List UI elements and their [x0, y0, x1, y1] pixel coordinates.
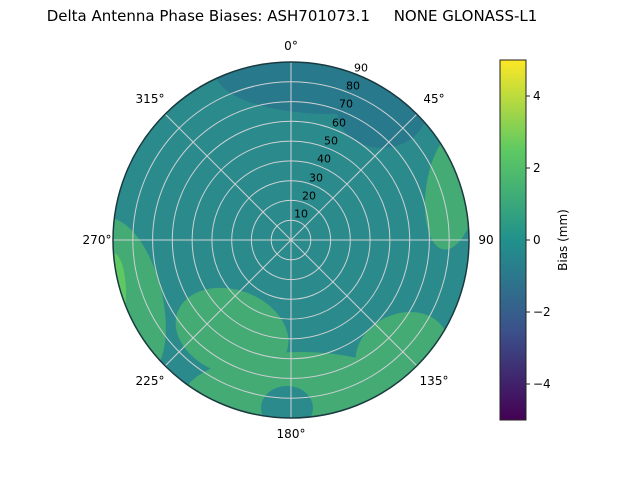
contour-dark-top — [215, 62, 445, 114]
contour-green-lowerleft — [175, 287, 289, 377]
radial-label-10: 10 — [294, 207, 308, 221]
theta-label-180: 180° — [276, 427, 306, 441]
theta-label-315: 315° — [135, 92, 165, 106]
radial-label-80: 80 — [346, 79, 360, 93]
radial-label-50: 50 — [324, 134, 338, 148]
colorbar-tick-label-4: 4 — [533, 89, 541, 103]
contour-brightgreen-left — [113, 253, 126, 333]
polar-rim — [112, 61, 470, 419]
theta-label-270: 270° — [82, 233, 112, 247]
radial-label-90: 90 — [354, 61, 368, 75]
theta-label-0: 0° — [284, 39, 298, 53]
colorbar-axis-label: Bias (mm) — [556, 209, 570, 271]
radial-label-70: 70 — [339, 97, 353, 111]
radial-label-20: 20 — [302, 189, 316, 203]
theta-label-225: 225° — [135, 374, 165, 388]
chart-title: Delta Antenna Phase Biases: ASH701073.1 … — [46, 7, 538, 25]
radial-label-40: 40 — [317, 152, 331, 166]
colorbar-tick-label-2: 2 — [533, 161, 541, 175]
grid-spoke-135-315 — [164, 113, 418, 367]
radial-label-60: 60 — [332, 116, 346, 130]
theta-label-90: 90 — [478, 233, 494, 247]
colorbar-tick-label-0: 0 — [533, 233, 541, 247]
colorbar-ticks — [526, 95, 530, 385]
colorbar-tick-label-neg2: −2 — [533, 305, 551, 319]
polar-grid — [113, 62, 469, 418]
colorbar — [499, 59, 527, 421]
radial-label-30: 30 — [309, 171, 323, 185]
theta-label-135: 135° — [419, 374, 449, 388]
contour-teal-notch-bottom — [261, 386, 313, 418]
theta-label-45: 45° — [423, 92, 445, 106]
colorbar-tick-label-neg4: −4 — [533, 377, 551, 391]
